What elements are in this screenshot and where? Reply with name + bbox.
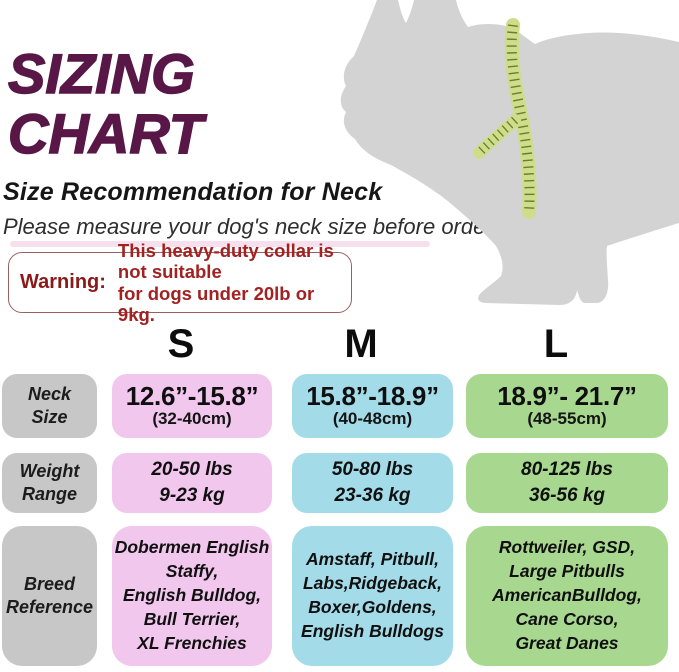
breed-reference-cell-l: Rottweiler, GSD, Large Pitbulls American…	[466, 526, 668, 666]
size-letter-m: M	[344, 322, 378, 366]
breed-reference-cell-m: Amstaff, Pitbull, Labs,Ridgeback, Boxer,…	[292, 526, 453, 666]
weight-range-m-text: 50-80 lbs 23-36 kg	[331, 459, 414, 506]
dog-body-shape	[340, 0, 679, 305]
warning-box: Warning: This heavy-duty collar is not s…	[8, 240, 352, 325]
breed-reference-l-text: Rottweiler, GSD, Large Pitbulls American…	[492, 537, 642, 653]
page-title-line1: SIZING	[7, 42, 195, 105]
weight-range-cell-l: 80-125 lbs 36-56 kg	[466, 453, 668, 513]
breed-reference-m-text: Amstaff, Pitbull, Labs,Ridgeback, Boxer,…	[301, 549, 444, 641]
neck-size-cell-m: 15.8”-18.9” (40-48cm)	[292, 374, 453, 438]
breed-reference-cell-s: Dobermen English Staffy, English Bulldog…	[112, 526, 272, 666]
weight-range-cell-m: 50-80 lbs 23-36 kg	[292, 453, 453, 513]
size-letter-l: L	[543, 322, 569, 366]
weight-range-s-text: 20-50 lbs 9-23 kg	[151, 459, 233, 506]
measuring-tape-branch-ticks	[475, 116, 519, 157]
warning-message: This heavy-duty collar is not suitable f…	[117, 239, 334, 325]
neck-size-cell-s: 12.6”-15.8” (32-40cm)	[112, 374, 272, 438]
dog-silhouette-illustration	[340, 0, 679, 305]
breed-reference-s-text: Dobermen English Staffy, English Bulldog…	[114, 537, 270, 653]
weight-range-l-text: 80-125 lbs 36-56 kg	[521, 459, 613, 506]
page-title: SIZING CHART	[7, 42, 203, 166]
neck-size-l-cm: (48-55cm)	[527, 409, 607, 429]
neck-size-s-cm: (32-40cm)	[152, 409, 232, 429]
size-letter-s: S	[167, 322, 195, 366]
neck-size-s-inches: 12.6”-15.8”	[125, 381, 259, 411]
neck-size-m-inches: 15.8”-18.9”	[306, 381, 439, 411]
neck-size-l-inches: 18.9”- 21.7”	[497, 381, 637, 411]
page-title-line2: CHART	[7, 102, 203, 166]
measure-note: Please measure your dog's neck size befo…	[3, 214, 523, 239]
row-header-weight-range: Weight Range	[2, 453, 97, 513]
row-header-breed-reference: Breed Reference	[2, 526, 97, 666]
warning-label: Warning:	[20, 271, 106, 293]
section-subtitle: Size Recommendation for Neck	[3, 178, 383, 206]
row-header-neck-size: Neck Size	[2, 374, 97, 438]
note-underline-decoration	[10, 241, 430, 247]
neck-size-m-cm: (40-48cm)	[332, 409, 413, 429]
neck-size-cell-l: 18.9”- 21.7” (48-55cm)	[466, 374, 668, 438]
measuring-tape-main	[504, 18, 537, 219]
weight-range-cell-s: 20-50 lbs 9-23 kg	[112, 453, 272, 513]
